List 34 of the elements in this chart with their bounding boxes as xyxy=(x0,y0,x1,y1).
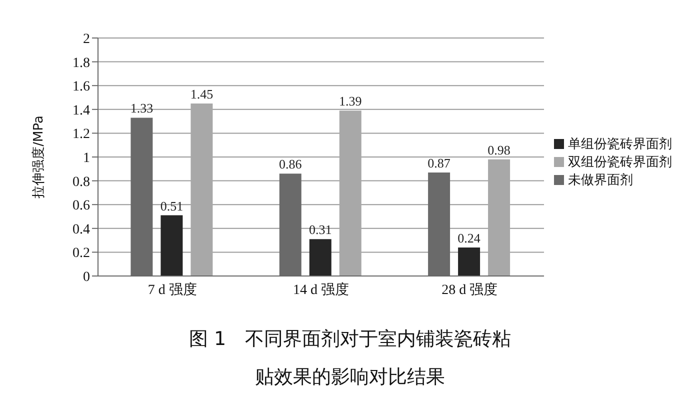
data-label: 0.24 xyxy=(458,230,481,246)
legend-label: 双组份瓷砖界面剂 xyxy=(568,155,672,170)
y-tick-label: 0.2 xyxy=(72,246,90,262)
data-label: 0.86 xyxy=(279,156,302,172)
bar xyxy=(458,247,480,276)
y-tick-label: 1.8 xyxy=(72,56,90,71)
x-tick-label: 7 d 强度 xyxy=(148,282,197,298)
bar xyxy=(309,239,332,276)
x-tick-label: 14 d 强度 xyxy=(293,282,349,298)
data-label: 0.87 xyxy=(428,155,451,170)
bar xyxy=(339,110,362,276)
y-tick-label: 1 xyxy=(83,150,90,166)
bar xyxy=(160,215,183,276)
data-label: 1.33 xyxy=(130,100,154,116)
bar xyxy=(488,159,510,276)
y-tick-label: 1.2 xyxy=(72,127,90,142)
data-label: 0.31 xyxy=(309,222,332,238)
text: 图 1 不同界面剂对于室内铺装瓷砖粘贴效果的影响对比结果 xyxy=(188,327,512,390)
data-label: 0.51 xyxy=(160,198,184,214)
y-tick-label: 0.4 xyxy=(72,222,90,238)
y-tick-label: 1.4 xyxy=(72,103,90,118)
legend-label: 未做界面剂 xyxy=(568,173,633,188)
y-tick-label: 0 xyxy=(83,270,90,285)
legend-label: 单组份瓷砖界面剂 xyxy=(568,137,672,152)
y-tick-label: 0.8 xyxy=(72,174,90,190)
y-tick-label: 0.6 xyxy=(72,198,90,214)
y-tick-label: 2 xyxy=(83,32,90,47)
y-axis-title: 拉伸强度/MPa xyxy=(30,116,47,198)
x-tick-label: 28 d 强度 xyxy=(442,282,498,298)
y-tick-label: 1.6 xyxy=(72,80,90,95)
data-label: 0.98 xyxy=(488,142,510,158)
data-label: 1.39 xyxy=(339,94,362,109)
data-label: 1.45 xyxy=(190,86,214,102)
bar xyxy=(190,103,213,276)
